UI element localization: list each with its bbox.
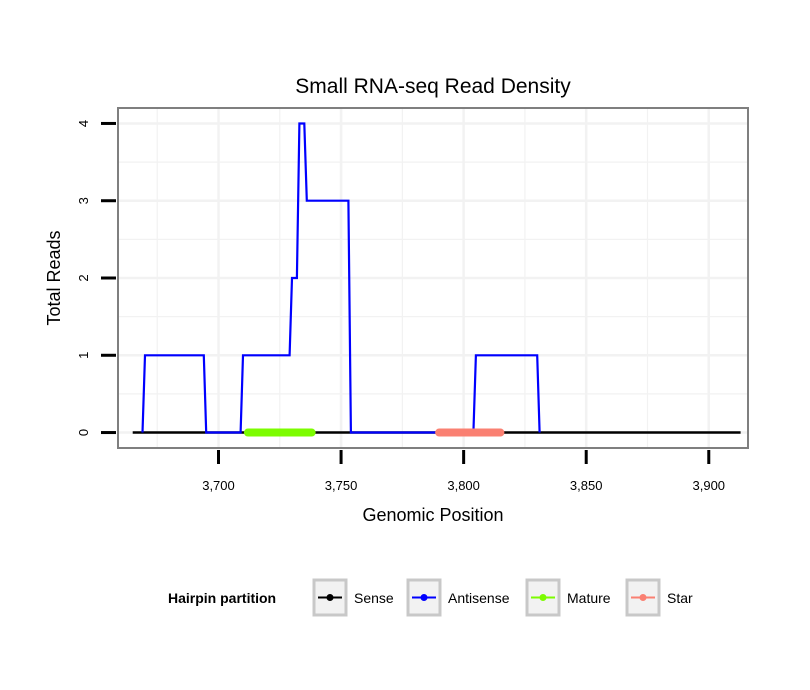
legend-label: Star	[667, 590, 693, 606]
y-tick-label: 1	[76, 352, 91, 359]
y-tick-label: 2	[76, 274, 91, 281]
y-tick-label: 4	[76, 120, 91, 127]
legend-key-point	[539, 594, 547, 601]
axes: 3,700 3,750 3,800 3,850 3,900 0 1 2 3 4	[76, 120, 725, 493]
legend-key-point	[639, 594, 647, 601]
x-tick-label: 3,800	[447, 478, 480, 493]
legend-item-mature: Mature	[525, 578, 611, 617]
legend-item-star: Star	[625, 578, 693, 617]
grid	[118, 108, 748, 448]
legend-key-point	[326, 594, 334, 601]
legend-title: Hairpin partition	[168, 590, 276, 606]
x-tick-label: 3,700	[202, 478, 235, 493]
x-tick-label: 3,850	[570, 478, 603, 493]
x-axis-label: Genomic Position	[362, 505, 503, 525]
chart-title: Small RNA-seq Read Density	[295, 75, 571, 98]
x-tick-label: 3,900	[693, 478, 726, 493]
legend-label: Mature	[567, 590, 611, 606]
y-tick-label: 3	[76, 197, 91, 204]
legend-key-point	[420, 594, 428, 601]
series-line-antisense	[141, 122, 541, 434]
plot-panel-border	[117, 107, 749, 449]
legend-label: Antisense	[448, 590, 510, 606]
legend-item-antisense: Antisense	[406, 578, 510, 617]
legend-item-sense: Sense	[312, 578, 394, 617]
y-axis-label: Total Reads	[44, 230, 64, 325]
y-tick-label: 0	[76, 429, 91, 436]
legend-label: Sense	[354, 590, 394, 606]
x-tick-label: 3,750	[325, 478, 358, 493]
legend: Hairpin partition Sense Antisense Mature Sta…	[168, 578, 693, 617]
